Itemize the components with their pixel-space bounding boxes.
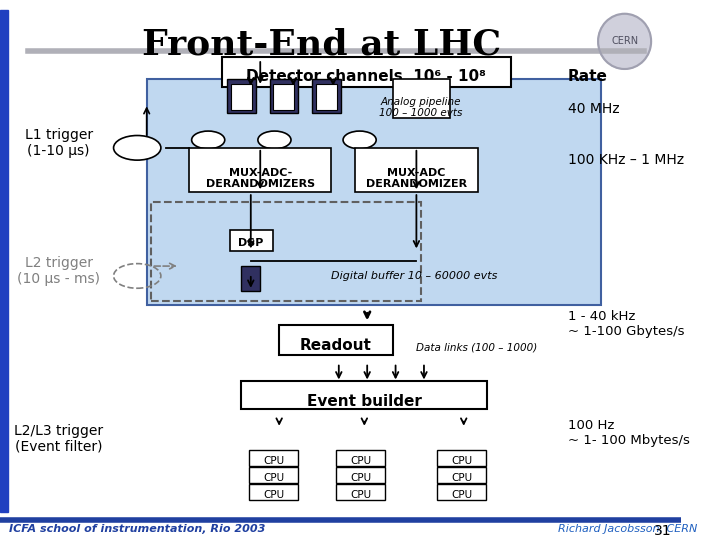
Text: Analog pipeline
100 – 1000 evts: Analog pipeline 100 – 1000 evts (379, 97, 463, 118)
Bar (270, 79, 298, 113)
Text: CPU: CPU (451, 473, 472, 483)
FancyBboxPatch shape (392, 79, 449, 118)
FancyBboxPatch shape (336, 467, 385, 483)
FancyBboxPatch shape (249, 484, 298, 500)
FancyBboxPatch shape (437, 450, 487, 466)
Text: 31: 31 (654, 524, 672, 538)
Text: Digital buffer 10 – 60000 evts: Digital buffer 10 – 60000 evts (331, 271, 498, 281)
FancyBboxPatch shape (355, 148, 478, 192)
FancyBboxPatch shape (437, 484, 487, 500)
Bar (274, 84, 294, 110)
Text: 100 KHz – 1 MHz: 100 KHz – 1 MHz (568, 153, 684, 167)
Text: MUX-ADC
DERANDOMIZER: MUX-ADC DERANDOMIZER (366, 167, 467, 189)
Text: CPU: CPU (451, 456, 472, 466)
Text: ICFA school of instrumentation, Rio 2003: ICFA school of instrumentation, Rio 2003 (9, 524, 266, 534)
Text: CPU: CPU (451, 490, 472, 500)
FancyBboxPatch shape (336, 450, 385, 466)
Text: 1 - 40 kHz
~ 1-100 Gbytes/s: 1 - 40 kHz ~ 1-100 Gbytes/s (568, 310, 684, 339)
Text: Front-End at LHC: Front-End at LHC (142, 28, 501, 62)
Ellipse shape (114, 136, 161, 160)
Text: Detector channels  10⁶ - 10⁸: Detector channels 10⁶ - 10⁸ (246, 69, 486, 84)
Text: Readout: Readout (300, 338, 372, 353)
Text: MUX-ADC-
DERANDOMIZERS: MUX-ADC- DERANDOMIZERS (206, 167, 315, 189)
Bar (241, 266, 260, 291)
Text: L2 trigger
(10 μs - ms): L2 trigger (10 μs - ms) (17, 256, 100, 286)
Text: Rate: Rate (568, 69, 608, 84)
Text: CPU: CPU (350, 456, 371, 466)
Circle shape (598, 14, 651, 69)
FancyBboxPatch shape (249, 467, 298, 483)
Text: CPU: CPU (350, 490, 371, 500)
Bar (312, 79, 341, 113)
Text: Richard Jacobsson, CERN: Richard Jacobsson, CERN (558, 524, 698, 534)
Text: CPU: CPU (263, 456, 284, 466)
FancyBboxPatch shape (279, 325, 392, 355)
Text: Event builder: Event builder (307, 394, 422, 409)
Text: 100 Hz
~ 1- 100 Mbytes/s: 100 Hz ~ 1- 100 Mbytes/s (568, 419, 690, 447)
Bar (316, 84, 337, 110)
Ellipse shape (258, 131, 291, 149)
Text: 40 MHz: 40 MHz (568, 102, 619, 116)
FancyBboxPatch shape (147, 79, 601, 306)
Text: DSP: DSP (238, 239, 264, 248)
FancyBboxPatch shape (230, 230, 273, 251)
Text: CPU: CPU (263, 473, 284, 483)
FancyBboxPatch shape (336, 484, 385, 500)
Bar (231, 84, 252, 110)
Ellipse shape (343, 131, 376, 149)
Text: CPU: CPU (350, 473, 371, 483)
FancyBboxPatch shape (249, 450, 298, 466)
FancyBboxPatch shape (222, 57, 511, 87)
FancyBboxPatch shape (189, 148, 331, 192)
Text: CERN: CERN (611, 36, 638, 46)
Bar (227, 79, 256, 113)
FancyBboxPatch shape (437, 467, 487, 483)
Text: L1 trigger
(1-10 μs): L1 trigger (1-10 μs) (24, 128, 93, 158)
Text: Data links (100 – 1000): Data links (100 – 1000) (416, 343, 538, 353)
FancyBboxPatch shape (241, 381, 487, 409)
Text: L2/L3 trigger
(Event filter): L2/L3 trigger (Event filter) (14, 424, 103, 454)
Ellipse shape (192, 131, 225, 149)
Text: CPU: CPU (263, 490, 284, 500)
Bar (0, 10, 8, 512)
